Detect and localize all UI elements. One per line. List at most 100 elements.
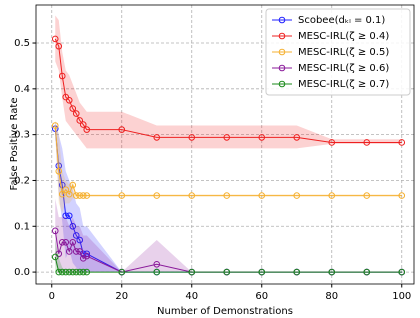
y-tick-label: 0.0: [14, 267, 30, 278]
legend-box: [265, 8, 411, 96]
plot-frame: [35, 4, 415, 285]
series-line: [54, 230, 402, 273]
data-point: [76, 248, 84, 255]
data-point: [293, 192, 301, 199]
data-point: [118, 192, 126, 199]
data-point: [58, 239, 66, 246]
data-point: [58, 72, 66, 80]
data-point: [153, 192, 161, 199]
data-point: [363, 139, 371, 146]
data-point: [398, 268, 406, 276]
data-point: [65, 268, 73, 276]
data-point: [58, 181, 66, 189]
legend-label: MESC-IRL(ζ ≥ 0.5): [298, 47, 389, 58]
data-point: [363, 192, 371, 199]
data-point: [398, 192, 406, 199]
data-point: [79, 192, 87, 199]
data-point: [76, 236, 84, 244]
data-point: [69, 181, 77, 189]
legend-marker: [278, 32, 286, 40]
data-point: [69, 239, 77, 246]
legend-marker: [278, 48, 286, 56]
data-point: [398, 139, 406, 146]
data-point: [55, 168, 63, 175]
data-point: [293, 134, 301, 141]
data-point: [65, 212, 73, 220]
data-point: [188, 192, 196, 199]
data-point: [223, 192, 231, 199]
data-point: [83, 252, 91, 260]
data-point: [328, 192, 336, 199]
data-point: [65, 248, 73, 255]
series-line: [54, 128, 402, 273]
data-point: [293, 268, 301, 276]
data-point: [79, 268, 87, 276]
data-point: [83, 126, 91, 133]
x-tick-label: 40: [185, 291, 198, 302]
data-point: [72, 110, 80, 117]
data-point: [328, 139, 336, 146]
data-point: [258, 268, 266, 276]
error-band: [55, 198, 402, 273]
data-point: [65, 190, 73, 198]
data-point: [55, 42, 63, 50]
data-point: [72, 232, 80, 239]
data-point: [328, 268, 336, 276]
error-band: [55, 15, 402, 149]
data-point: [363, 268, 371, 276]
error-band: [55, 120, 402, 213]
legend-marker: [278, 80, 286, 88]
x-axis-label: Number of Demonstrations: [157, 306, 293, 317]
data-point: [153, 268, 161, 276]
data-point: [72, 192, 80, 199]
legend-label: Scobee(dₖₗ = 0.1): [298, 15, 385, 26]
data-point: [118, 268, 126, 276]
data-point: [62, 268, 70, 276]
data-point: [65, 96, 73, 104]
data-point: [258, 134, 266, 141]
x-tick-label: 60: [255, 291, 268, 302]
data-point: [62, 239, 70, 246]
data-point: [79, 121, 87, 128]
data-point: [258, 192, 266, 199]
data-point: [58, 190, 66, 198]
y-tick-label: 0.5: [14, 38, 30, 49]
data-point: [55, 268, 63, 276]
legend-marker: [278, 64, 286, 72]
data-point: [62, 186, 70, 193]
y-tick-label: 0.4: [14, 84, 30, 95]
data-point: [153, 134, 161, 141]
data-point: [83, 268, 91, 276]
x-tick-label: 0: [49, 291, 55, 302]
data-point: [83, 192, 91, 199]
series-line: [54, 38, 402, 143]
y-tick-label: 0.2: [14, 175, 30, 186]
data-point: [76, 268, 84, 276]
legend-label: MESC-IRL(ζ ≥ 0.7): [298, 79, 389, 90]
data-point: [69, 105, 77, 112]
data-point: [51, 253, 59, 261]
data-point: [188, 268, 196, 276]
y-tick-label: 0.3: [14, 130, 30, 141]
data-point: [51, 122, 59, 129]
series-line: [54, 256, 402, 273]
data-point: [51, 227, 59, 235]
legend-label: MESC-IRL(ζ ≥ 0.4): [298, 31, 389, 42]
data-point: [58, 268, 66, 276]
x-tick-label: 20: [115, 291, 128, 302]
x-tick-label: 100: [392, 291, 411, 302]
data-point: [62, 212, 70, 220]
x-tick-label: 80: [325, 291, 338, 302]
series-line: [54, 125, 402, 197]
legend-marker: [278, 16, 286, 24]
data-point: [51, 35, 59, 43]
data-point: [69, 268, 77, 276]
data-point: [72, 248, 80, 255]
data-point: [69, 222, 77, 230]
y-axis-label: False Positive Rate: [9, 98, 20, 191]
legend-label: MESC-IRL(ζ ≥ 0.6): [298, 63, 389, 74]
data-point: [76, 117, 84, 124]
data-point: [223, 268, 231, 276]
data-point: [76, 192, 84, 199]
